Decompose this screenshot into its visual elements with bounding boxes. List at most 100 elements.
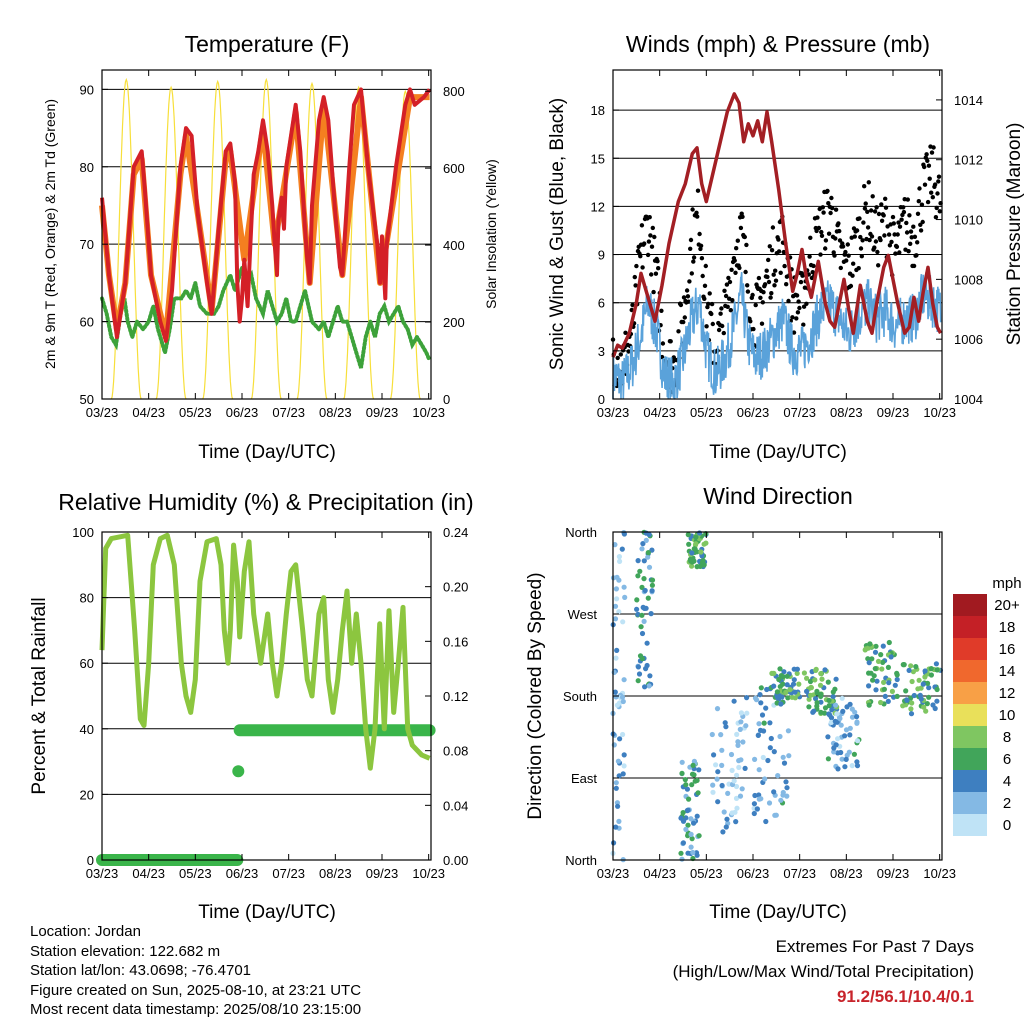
direction-point	[767, 720, 773, 726]
direction-tick-label: North	[565, 525, 597, 540]
gust-point	[650, 225, 655, 231]
y-tick-label: 3	[598, 344, 605, 359]
direction-point	[813, 667, 819, 674]
direction-point	[614, 596, 620, 602]
direction-point	[808, 692, 814, 698]
direction-point	[759, 712, 766, 718]
direction-point	[613, 694, 619, 700]
direction-point	[866, 683, 872, 689]
colorbar-swatch	[953, 814, 987, 836]
direction-point	[774, 694, 780, 700]
direction-point	[814, 700, 820, 706]
gust-point	[647, 215, 652, 220]
y2-tick-label: 0.04	[443, 798, 468, 813]
gust-point	[794, 293, 800, 298]
gust-point	[735, 238, 740, 243]
x-tick-label: 08/23	[319, 405, 352, 420]
humidity-ylabel-left: Percent & Total Rainfall	[29, 597, 50, 794]
precip-line	[96, 724, 436, 866]
x-tick-label: 04/23	[643, 866, 676, 881]
direction-point	[729, 767, 735, 774]
gust-point	[929, 190, 934, 195]
gust-point	[691, 259, 696, 264]
gust-point	[814, 228, 819, 234]
x-tick-label: 04/23	[132, 405, 165, 420]
direction-point	[693, 541, 699, 547]
direction-point	[886, 680, 892, 686]
gust-point	[919, 202, 925, 207]
direction-point	[826, 703, 832, 709]
colorbar-swatch	[953, 726, 987, 748]
colorbar-label: 16	[999, 641, 1016, 658]
winds-plot-frame	[612, 69, 943, 400]
direction-point	[854, 759, 860, 765]
gust-point	[642, 241, 647, 246]
gust-point	[894, 244, 900, 249]
direction-point	[737, 793, 744, 799]
direction-point	[825, 756, 832, 762]
winds-ylabel-right: Station Pressure (Maroon)	[1004, 123, 1024, 346]
gust-point	[725, 304, 730, 309]
direction-point	[934, 686, 940, 693]
direction-point	[691, 772, 697, 778]
gust-point	[883, 196, 888, 201]
x-tick-label: 10/23	[412, 866, 445, 881]
direction-point	[621, 584, 627, 590]
gust-point	[826, 201, 831, 206]
direction-point	[694, 564, 700, 570]
recent-timestamp: Most recent data timestamp: 2025/08/10 2…	[30, 1001, 362, 1018]
x-tick-label: 10/23	[412, 405, 445, 420]
x-tick-label: 09/23	[877, 405, 910, 420]
y2-tick-label: 0	[443, 392, 450, 407]
direction-point	[720, 829, 726, 835]
direction-point	[679, 856, 685, 862]
temperature-title: Temperature (F)	[185, 31, 350, 57]
gust-point	[762, 282, 768, 287]
humidity-precip-point	[232, 765, 245, 778]
direction-point	[894, 676, 900, 683]
y2-tick-label: 200	[443, 315, 465, 330]
direction-point	[801, 670, 808, 676]
direction-point	[622, 594, 628, 601]
direction-point	[645, 595, 651, 601]
gust-point	[914, 253, 919, 258]
station-info: Location: Jordan Station elevation: 122.…	[30, 922, 361, 1020]
gust-point	[873, 239, 879, 244]
gust-point	[767, 244, 772, 249]
gust-point	[703, 263, 708, 269]
gust-point	[618, 352, 623, 357]
colorbar-label: 8	[1003, 729, 1011, 746]
direction-point	[866, 670, 872, 676]
colorbar-swatch	[953, 770, 987, 792]
colorbar-swatch	[953, 748, 987, 770]
direction-point	[836, 714, 843, 721]
direction-point	[635, 664, 642, 670]
gust-point	[626, 349, 631, 354]
direction-point	[787, 687, 793, 693]
direction-point	[909, 678, 915, 685]
gust-point	[722, 288, 727, 293]
x-tick-label: 04/23	[643, 405, 676, 420]
y2-tick-label: 1010	[954, 213, 983, 228]
direction-point	[830, 694, 836, 700]
gust-point	[924, 152, 929, 157]
gust-point	[682, 315, 687, 320]
direction-point	[690, 762, 696, 769]
direction-point	[879, 666, 885, 672]
direction-tick-label: East	[571, 771, 597, 786]
station-location: Location: Jordan	[30, 923, 141, 940]
gust-point	[852, 234, 857, 239]
direction-point	[736, 764, 742, 771]
direction-point	[611, 669, 617, 676]
direction-point	[646, 683, 652, 689]
direction-point	[639, 612, 645, 618]
y-tick-label: 0	[87, 853, 94, 868]
direction-point	[698, 549, 704, 555]
winds-ylabel-left: Sonic Wind & Gust (Blue, Black)	[547, 98, 568, 370]
colorbar-swatch	[953, 616, 987, 638]
direction-point	[752, 756, 758, 763]
direction-point	[620, 698, 626, 705]
direction-point	[696, 530, 703, 536]
direction-point	[786, 753, 792, 759]
x-tick-label: 06/23	[737, 405, 770, 420]
